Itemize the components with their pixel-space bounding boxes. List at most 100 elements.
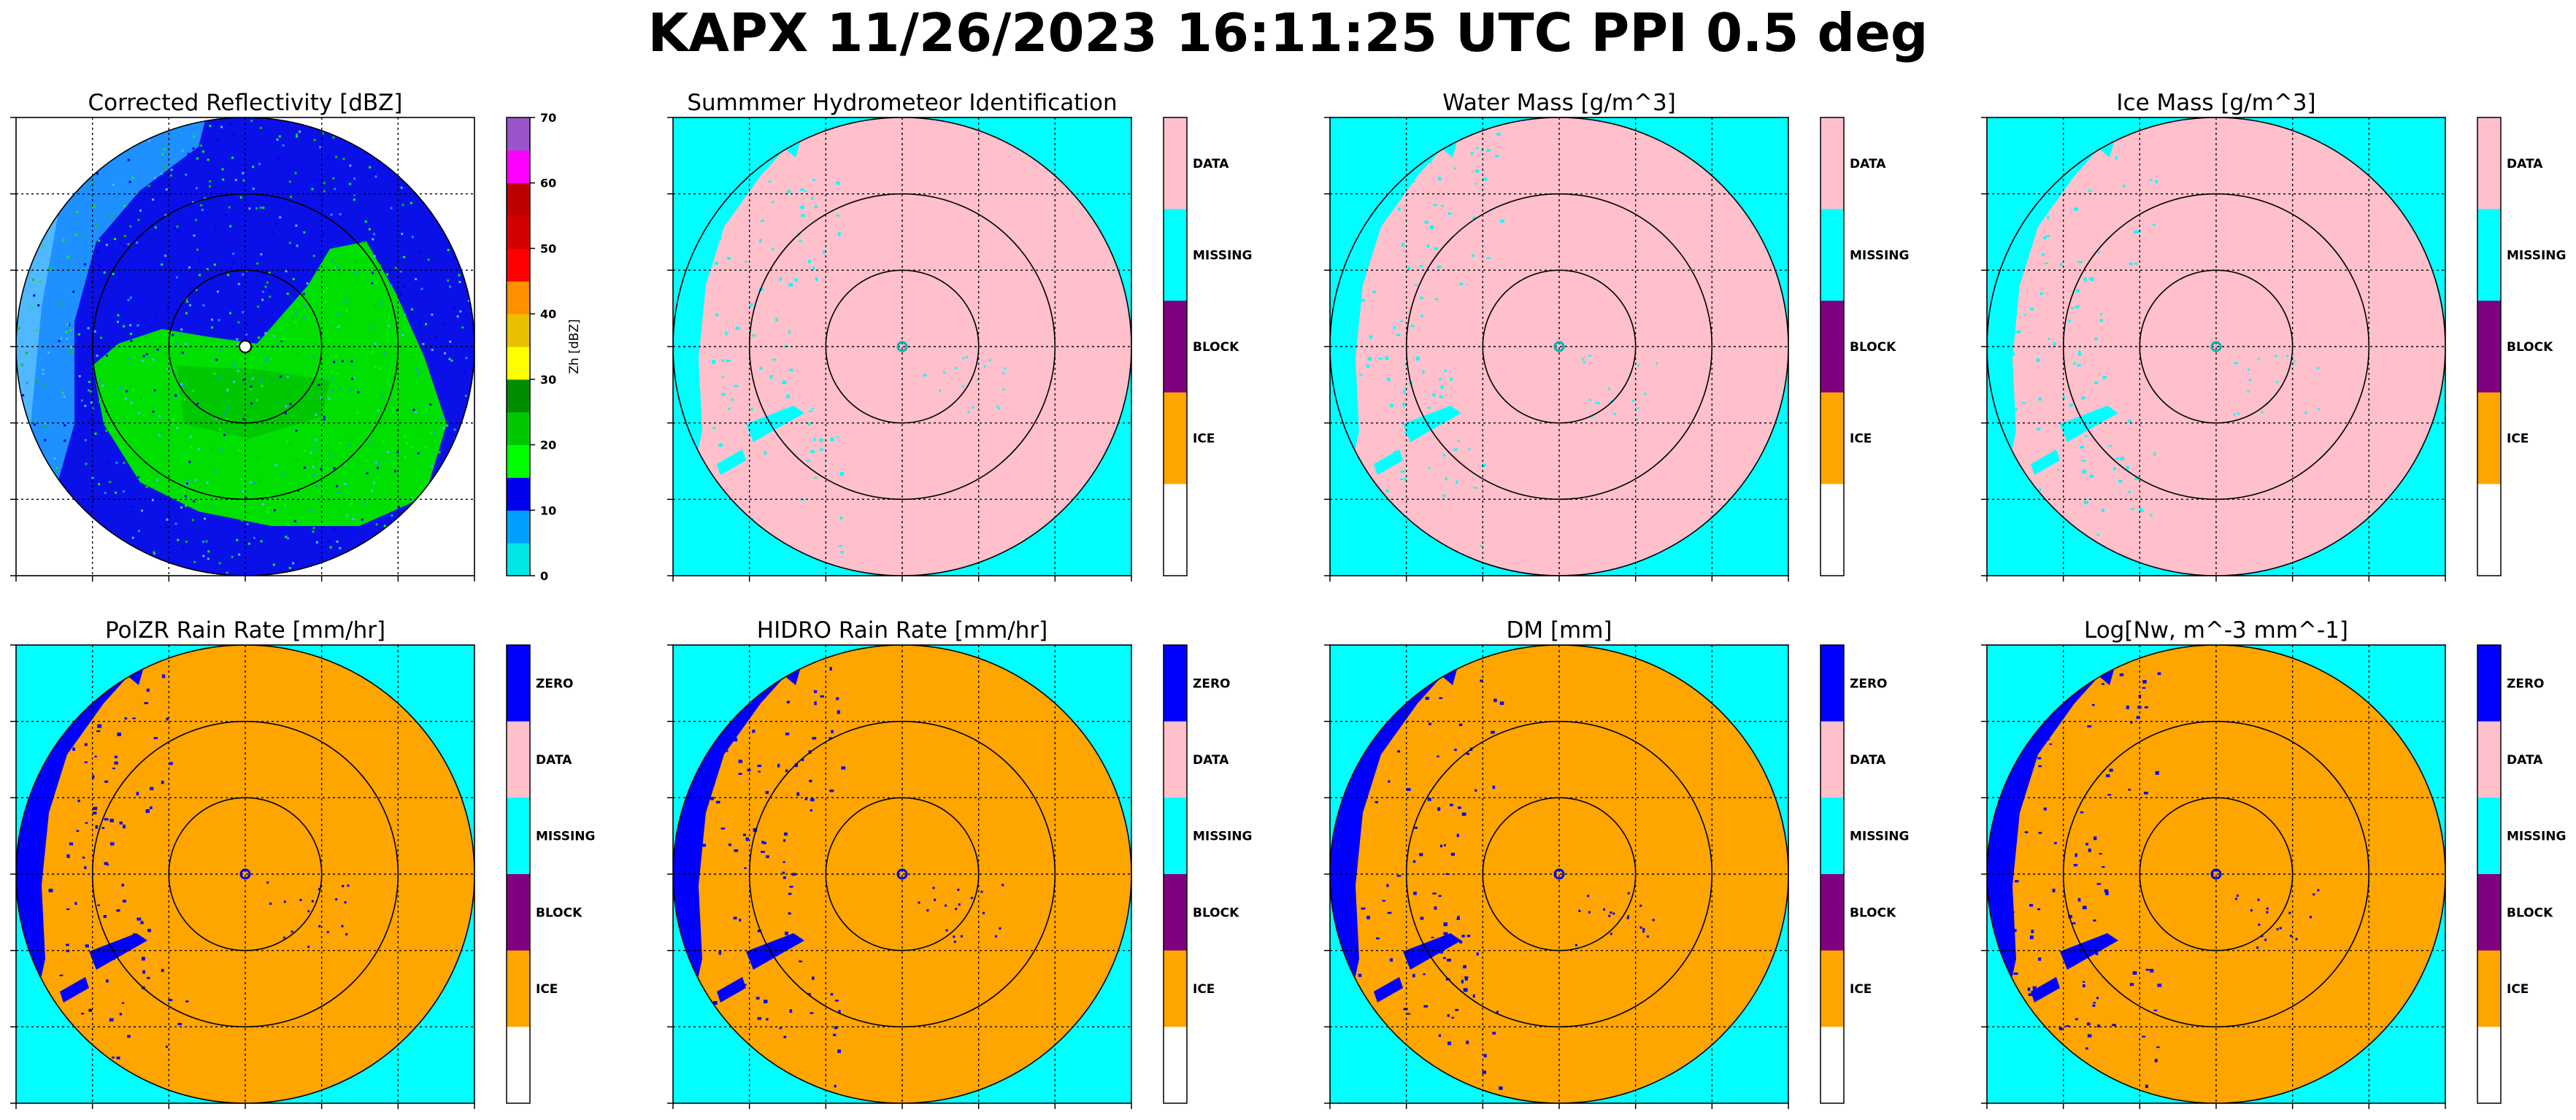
- echo-speckle: [1361, 298, 1365, 302]
- echo-speckle: [791, 873, 796, 876]
- echo-speckle: [676, 307, 681, 311]
- echo-speckle: [247, 511, 250, 514]
- echo-moderate-area: [177, 366, 330, 439]
- echo-speckle: [2071, 962, 2075, 967]
- echo-speckle: [440, 416, 443, 419]
- echo-speckle: [65, 331, 68, 333]
- echo-speckle: [202, 540, 205, 543]
- echo-speckle: [410, 446, 413, 449]
- colorbar-segment: [1164, 1027, 1187, 1104]
- echo-speckle: [2105, 891, 2109, 895]
- echo-speckle: [447, 279, 450, 282]
- echo-speckle: [2032, 986, 2037, 990]
- echo-speckle: [77, 799, 80, 803]
- echo-speckle: [323, 418, 326, 421]
- echo-speckle: [146, 479, 149, 482]
- echo-speckle: [2089, 474, 2094, 478]
- echo-speckle: [191, 173, 193, 176]
- echo-speckle: [2156, 1046, 2160, 1048]
- echo-speckle: [114, 755, 118, 759]
- echo-speckle: [119, 821, 123, 824]
- echo-speckle: [232, 364, 235, 367]
- echo-speckle: [69, 329, 72, 332]
- echo-speckle: [174, 228, 177, 231]
- echo-speckle: [266, 347, 269, 350]
- echo-speckle: [1385, 356, 1389, 360]
- echo-speckle: [155, 314, 158, 317]
- echo-speckle: [207, 158, 209, 161]
- echo-speckle: [72, 290, 75, 293]
- echo-speckle: [701, 843, 707, 847]
- echo-speckle: [1642, 927, 1645, 930]
- echo-speckle: [315, 541, 318, 544]
- echo-speckle: [231, 325, 234, 328]
- echo-speckle: [294, 559, 297, 562]
- echo-speckle: [31, 278, 34, 281]
- echo-speckle: [2139, 507, 2143, 511]
- echo-speckle: [1393, 451, 1396, 455]
- echo-speckle: [412, 356, 415, 359]
- echo-speckle: [123, 244, 126, 247]
- echo-speckle: [2085, 435, 2088, 438]
- echo-speckle: [66, 854, 70, 858]
- echo-speckle: [761, 220, 764, 223]
- echo-speckle: [104, 492, 107, 495]
- echo-speckle: [757, 1016, 762, 1020]
- echo-speckle: [2258, 923, 2261, 926]
- echo-speckle: [1414, 827, 1418, 830]
- echo-speckle: [1414, 284, 1418, 286]
- echo-speckle: [232, 252, 235, 255]
- echo-speckle: [829, 667, 832, 671]
- echo-speckle: [64, 439, 66, 442]
- echo-speckle: [1453, 448, 1458, 451]
- echo-speckle: [100, 948, 104, 951]
- echo-speckle: [60, 337, 63, 340]
- echo-speckle: [810, 809, 813, 812]
- colorbar-tick-label: 70: [540, 111, 556, 125]
- echo-speckle: [777, 763, 780, 768]
- echo-speckle: [161, 781, 164, 784]
- echo-speckle: [2054, 842, 2057, 845]
- echo-speckle: [401, 233, 404, 236]
- echo-speckle: [96, 730, 101, 733]
- echo-speckle: [2036, 358, 2040, 363]
- echo-speckle: [35, 418, 38, 421]
- colorbar-segment: [2477, 209, 2501, 301]
- echo-speckle: [323, 190, 326, 193]
- echo-speckle: [206, 482, 209, 484]
- echo-speckle: [721, 359, 725, 363]
- echo-speckle: [42, 245, 45, 248]
- echo-speckle: [812, 266, 815, 271]
- echo-speckle: [245, 323, 248, 326]
- plot-area: [673, 645, 1131, 1103]
- echo-speckle: [1474, 182, 1477, 185]
- echo-speckle: [101, 385, 104, 387]
- echo-speckle: [263, 272, 266, 275]
- echo-speckle: [129, 225, 132, 228]
- echo-speckle: [231, 156, 234, 159]
- echo-speckle: [2150, 514, 2153, 517]
- echo-speckle: [96, 250, 99, 253]
- echo-speckle: [718, 951, 722, 955]
- echo-speckle: [2074, 207, 2079, 211]
- echo-speckle: [302, 293, 305, 296]
- colorbar-tick-label: 30: [540, 373, 556, 387]
- echo-speckle: [1450, 803, 1453, 806]
- echo-speckle: [1588, 355, 1591, 358]
- echo-speckle: [185, 298, 188, 301]
- echo-speckle: [213, 263, 216, 266]
- echo-speckle: [1492, 1032, 1496, 1035]
- echo-speckle: [680, 314, 684, 318]
- echo-speckle: [431, 465, 434, 468]
- echo-speckle: [2152, 223, 2156, 226]
- echo-speckle: [2120, 457, 2125, 460]
- echo-speckle: [198, 260, 201, 263]
- echo-speckle: [752, 730, 756, 733]
- echo-speckle: [322, 233, 325, 236]
- echo-speckle: [236, 409, 239, 412]
- echo-speckle: [26, 866, 30, 869]
- echo-speckle: [836, 215, 839, 217]
- echo-speckle: [2085, 843, 2088, 846]
- echo-speckle: [1995, 862, 1999, 865]
- echo-speckle: [1403, 1008, 1408, 1011]
